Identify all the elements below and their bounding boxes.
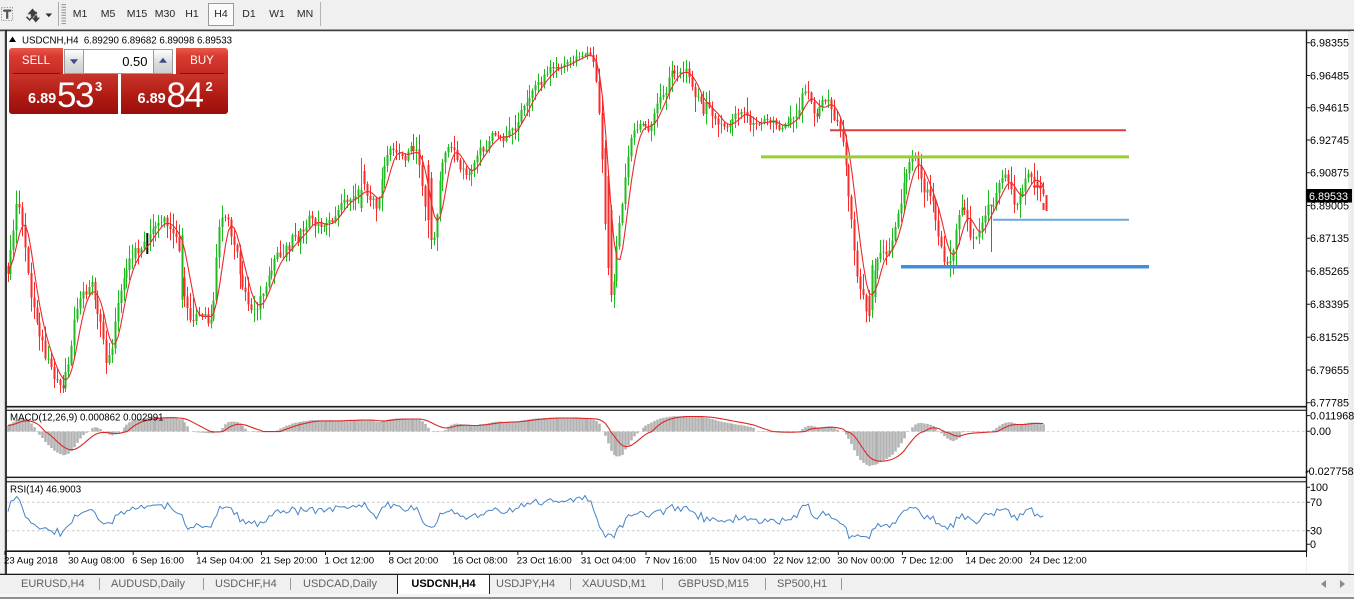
svg-text:16 Oct 08:00: 16 Oct 08:00 [453,556,508,567]
svg-text:6.79655: 6.79655 [1310,365,1349,377]
svg-text:8 Oct 20:00: 8 Oct 20:00 [389,556,439,567]
svg-text:70: 70 [1310,497,1322,509]
svg-text:6.96485: 6.96485 [1310,70,1349,82]
svg-text:6.89533: 6.89533 [1309,191,1348,203]
svg-text:30 Nov 00:00: 30 Nov 00:00 [837,556,894,567]
svg-text:0: 0 [1310,539,1316,551]
svg-text:-0.027758: -0.027758 [1305,466,1354,478]
svg-text:100: 100 [1310,482,1328,494]
svg-text:6.77785: 6.77785 [1310,398,1349,410]
svg-text:USDCNH,H4 6.89290 6.89682 6.8: USDCNH,H4 6.89290 6.89682 6.89098 6.8953… [22,36,232,47]
svg-text:6.89005: 6.89005 [1310,200,1349,212]
svg-text:30 Aug 08:00: 30 Aug 08:00 [68,556,125,567]
svg-text:31 Oct 04:00: 31 Oct 04:00 [581,556,636,567]
svg-text:6 Sep 16:00: 6 Sep 16:00 [132,556,184,567]
svg-text:RSI(14) 46.9003: RSI(14) 46.9003 [10,485,81,496]
svg-text:15 Nov 04:00: 15 Nov 04:00 [709,556,766,567]
svg-text:6.85265: 6.85265 [1310,266,1349,278]
svg-text:6.87135: 6.87135 [1310,233,1349,245]
svg-text:23 Aug 2018: 23 Aug 2018 [4,556,58,567]
svg-text:6.94615: 6.94615 [1310,103,1349,115]
svg-text:6.90875: 6.90875 [1310,168,1349,180]
svg-text:7 Nov 16:00: 7 Nov 16:00 [645,556,697,567]
svg-text:30: 30 [1310,526,1322,538]
svg-text:22 Nov 12:00: 22 Nov 12:00 [773,556,830,567]
svg-text:1 Oct 12:00: 1 Oct 12:00 [325,556,375,567]
svg-text:0.011968: 0.011968 [1310,410,1354,422]
svg-text:7 Dec 12:00: 7 Dec 12:00 [901,556,953,567]
svg-text:24 Dec 12:00: 24 Dec 12:00 [1030,556,1087,567]
svg-text:14 Dec 20:00: 14 Dec 20:00 [966,556,1023,567]
svg-text:MACD(12,26,9) 0.000862 0.00299: MACD(12,26,9) 0.000862 0.002991 [10,413,164,424]
svg-text:23 Oct 16:00: 23 Oct 16:00 [517,556,572,567]
svg-text:6.81525: 6.81525 [1310,332,1349,344]
svg-text:14 Sep 04:00: 14 Sep 04:00 [196,556,253,567]
svg-text:6.92745: 6.92745 [1310,135,1349,147]
svg-text:21 Sep 20:00: 21 Sep 20:00 [260,556,317,567]
svg-text:6.83395: 6.83395 [1310,299,1349,311]
svg-text:0.00: 0.00 [1310,426,1331,438]
svg-text:6.98355: 6.98355 [1310,38,1349,50]
